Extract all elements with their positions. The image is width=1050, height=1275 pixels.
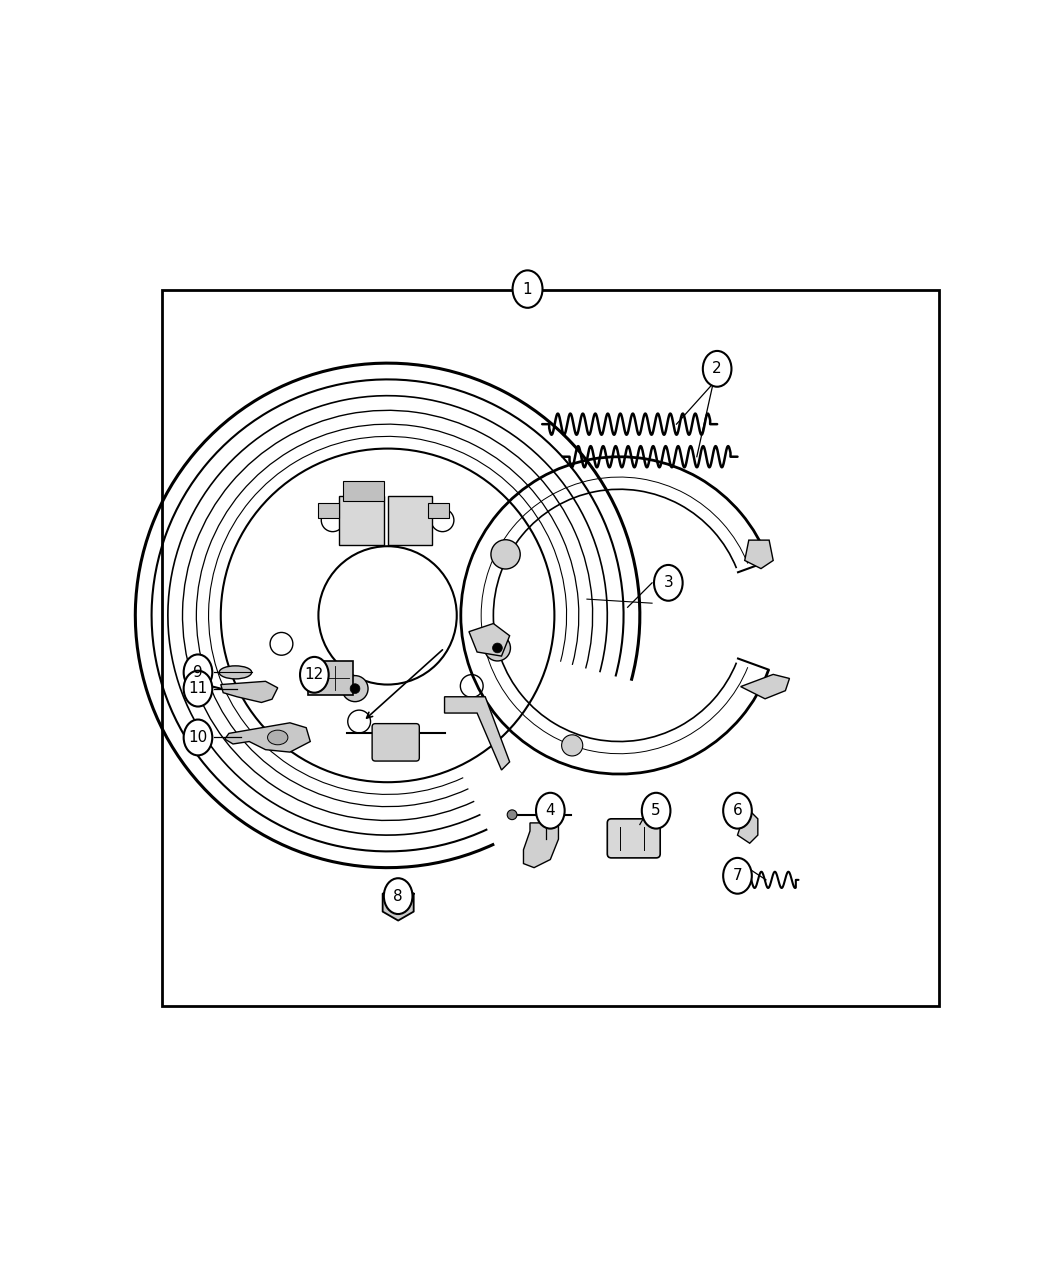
- Text: 12: 12: [304, 667, 324, 682]
- FancyBboxPatch shape: [607, 819, 660, 858]
- Text: 4: 4: [546, 803, 555, 819]
- Text: 11: 11: [188, 681, 208, 696]
- Bar: [339, 496, 383, 544]
- Polygon shape: [740, 674, 790, 699]
- Polygon shape: [744, 541, 773, 569]
- Bar: [162, 289, 940, 1006]
- Bar: [318, 504, 339, 518]
- Polygon shape: [730, 811, 758, 843]
- Text: 1: 1: [523, 282, 532, 297]
- Ellipse shape: [184, 719, 212, 755]
- Ellipse shape: [723, 793, 752, 829]
- Text: 9: 9: [193, 664, 203, 680]
- Ellipse shape: [184, 671, 212, 706]
- Circle shape: [492, 643, 502, 653]
- Text: 8: 8: [394, 889, 403, 904]
- Ellipse shape: [702, 351, 732, 386]
- FancyBboxPatch shape: [372, 724, 419, 761]
- Text: 10: 10: [188, 731, 208, 745]
- Circle shape: [196, 677, 208, 689]
- Circle shape: [507, 810, 517, 820]
- Polygon shape: [225, 723, 311, 752]
- FancyBboxPatch shape: [308, 660, 354, 695]
- Polygon shape: [220, 681, 277, 703]
- Ellipse shape: [512, 270, 543, 307]
- Bar: [343, 481, 383, 501]
- Circle shape: [350, 683, 360, 694]
- Polygon shape: [524, 822, 559, 868]
- Circle shape: [342, 676, 369, 701]
- Ellipse shape: [723, 858, 752, 894]
- Polygon shape: [444, 696, 509, 770]
- Circle shape: [484, 635, 510, 660]
- Text: 5: 5: [651, 803, 660, 819]
- Ellipse shape: [219, 666, 252, 678]
- Ellipse shape: [184, 654, 212, 690]
- Ellipse shape: [268, 731, 288, 745]
- Polygon shape: [469, 623, 509, 657]
- Bar: [428, 504, 448, 518]
- Circle shape: [491, 539, 520, 569]
- Ellipse shape: [536, 793, 565, 829]
- Ellipse shape: [654, 565, 682, 601]
- Circle shape: [562, 734, 583, 756]
- Bar: [387, 496, 433, 544]
- Text: 7: 7: [733, 868, 742, 884]
- Text: 6: 6: [733, 803, 742, 819]
- Text: 2: 2: [712, 361, 722, 376]
- Ellipse shape: [384, 878, 413, 914]
- Ellipse shape: [300, 657, 329, 692]
- Text: 3: 3: [664, 575, 673, 590]
- Polygon shape: [382, 885, 414, 921]
- Ellipse shape: [642, 793, 671, 829]
